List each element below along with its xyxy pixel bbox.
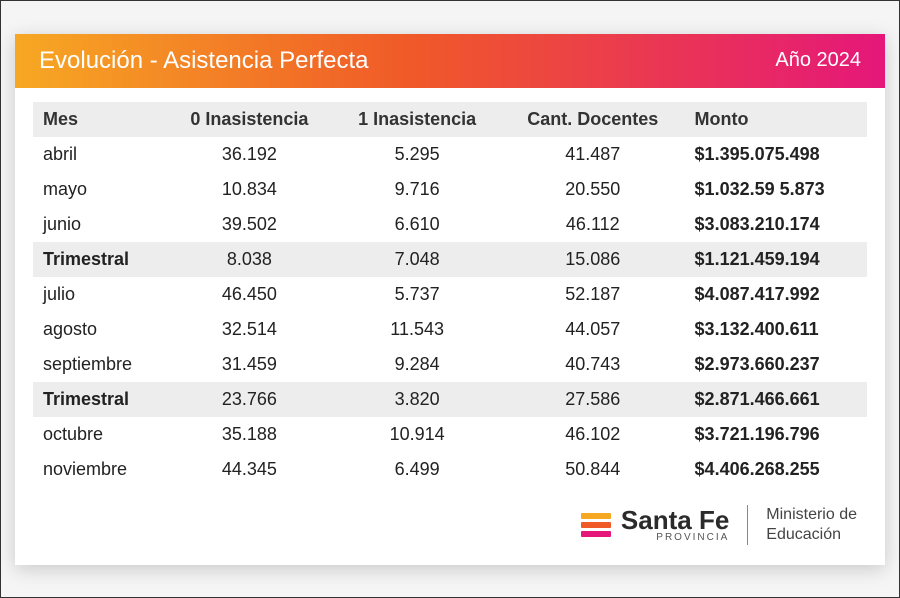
report-year: Año 2024 <box>775 49 861 72</box>
ministry-line1: Ministerio de <box>766 505 857 524</box>
title-bar: Evolución - Asistencia Perfecta Año 2024 <box>15 34 885 88</box>
col-one-inasistencia: 1 Inasistencia <box>333 102 501 137</box>
logo-text: Santa Fe PROVINCIA <box>621 507 729 543</box>
santa-fe-logo: Santa Fe PROVINCIA <box>581 507 729 543</box>
table-header: Mes 0 Inasistencia 1 Inasistencia Cant. … <box>33 102 867 137</box>
table-cell: 10.834 <box>166 172 334 207</box>
table-cell: 31.459 <box>166 347 334 382</box>
table-cell: septiembre <box>33 347 166 382</box>
table-row: abril36.1925.29541.487$1.395.075.498 <box>33 137 867 172</box>
table-cell: $3.721.196.796 <box>685 417 867 452</box>
logo-bar-3 <box>581 531 611 537</box>
logo-bars-icon <box>581 513 611 537</box>
ministry-label: Ministerio de Educación <box>766 505 857 543</box>
table-cell: 32.514 <box>166 312 334 347</box>
table-cell: 44.345 <box>166 452 334 487</box>
table-row: agosto32.51411.54344.057$3.132.400.611 <box>33 312 867 347</box>
table-cell: 20.550 <box>501 172 685 207</box>
logo-bar-1 <box>581 513 611 519</box>
table-cell: 36.192 <box>166 137 334 172</box>
table-row: mayo10.8349.71620.550$1.032.59 5.873 <box>33 172 867 207</box>
table-cell: $4.406.268.255 <box>685 452 867 487</box>
table-cell: 27.586 <box>501 382 685 417</box>
table-row: octubre35.18810.91446.102$3.721.196.796 <box>33 417 867 452</box>
table-cell: 41.487 <box>501 137 685 172</box>
table-row: Trimestral8.0387.04815.086$1.121.459.194 <box>33 242 867 277</box>
footer: Santa Fe PROVINCIA Ministerio de Educaci… <box>15 487 885 551</box>
report-card: Evolución - Asistencia Perfecta Año 2024… <box>15 34 885 565</box>
logo-main-text: Santa Fe <box>621 507 729 533</box>
table-cell: 35.188 <box>166 417 334 452</box>
table-cell: 11.543 <box>333 312 501 347</box>
col-monto: Monto <box>685 102 867 137</box>
table-cell: 10.914 <box>333 417 501 452</box>
table-row: junio39.5026.61046.112$3.083.210.174 <box>33 207 867 242</box>
col-mes: Mes <box>33 102 166 137</box>
table-cell: $4.087.417.992 <box>685 277 867 312</box>
table-cell: 3.820 <box>333 382 501 417</box>
table-cell: abril <box>33 137 166 172</box>
logo-sub-text: PROVINCIA <box>621 533 729 543</box>
col-cant-docentes: Cant. Docentes <box>501 102 685 137</box>
table-cell: 9.716 <box>333 172 501 207</box>
table-row: septiembre31.4599.28440.743$2.973.660.23… <box>33 347 867 382</box>
table-cell: $2.973.660.237 <box>685 347 867 382</box>
table-cell: 9.284 <box>333 347 501 382</box>
table-cell: 39.502 <box>166 207 334 242</box>
table-row: noviembre44.3456.49950.844$4.406.268.255 <box>33 452 867 487</box>
table-cell: 46.450 <box>166 277 334 312</box>
footer-divider <box>747 505 748 545</box>
table-cell: 6.610 <box>333 207 501 242</box>
table-cell: agosto <box>33 312 166 347</box>
table-cell: $3.132.400.611 <box>685 312 867 347</box>
table-cell: 46.112 <box>501 207 685 242</box>
table-cell: Trimestral <box>33 382 166 417</box>
table-cell: octubre <box>33 417 166 452</box>
table-cell: 52.187 <box>501 277 685 312</box>
table-cell: 8.038 <box>166 242 334 277</box>
table-cell: julio <box>33 277 166 312</box>
table-cell: 7.048 <box>333 242 501 277</box>
table-cell: 40.743 <box>501 347 685 382</box>
table-cell: $1.395.075.498 <box>685 137 867 172</box>
table-cell: 44.057 <box>501 312 685 347</box>
table-body: abril36.1925.29541.487$1.395.075.498mayo… <box>33 137 867 487</box>
ministry-line2: Educación <box>766 525 857 544</box>
table-cell: 23.766 <box>166 382 334 417</box>
table-cell: $1.121.459.194 <box>685 242 867 277</box>
table-cell: $2.871.466.661 <box>685 382 867 417</box>
table-cell: Trimestral <box>33 242 166 277</box>
table-row: julio46.4505.73752.187$4.087.417.992 <box>33 277 867 312</box>
table-cell: $3.083.210.174 <box>685 207 867 242</box>
report-title: Evolución - Asistencia Perfecta <box>39 47 369 75</box>
logo-bar-2 <box>581 522 611 528</box>
col-zero-inasistencia: 0 Inasistencia <box>166 102 334 137</box>
table-cell: 5.737 <box>333 277 501 312</box>
table-cell: 5.295 <box>333 137 501 172</box>
table-cell: $1.032.59 5.873 <box>685 172 867 207</box>
table-cell: 6.499 <box>333 452 501 487</box>
table-cell: 15.086 <box>501 242 685 277</box>
table-cell: mayo <box>33 172 166 207</box>
attendance-table: Mes 0 Inasistencia 1 Inasistencia Cant. … <box>33 102 867 487</box>
table-cell: 50.844 <box>501 452 685 487</box>
table-cell: junio <box>33 207 166 242</box>
table-row: Trimestral23.7663.82027.586$2.871.466.66… <box>33 382 867 417</box>
table-cell: noviembre <box>33 452 166 487</box>
table-cell: 46.102 <box>501 417 685 452</box>
